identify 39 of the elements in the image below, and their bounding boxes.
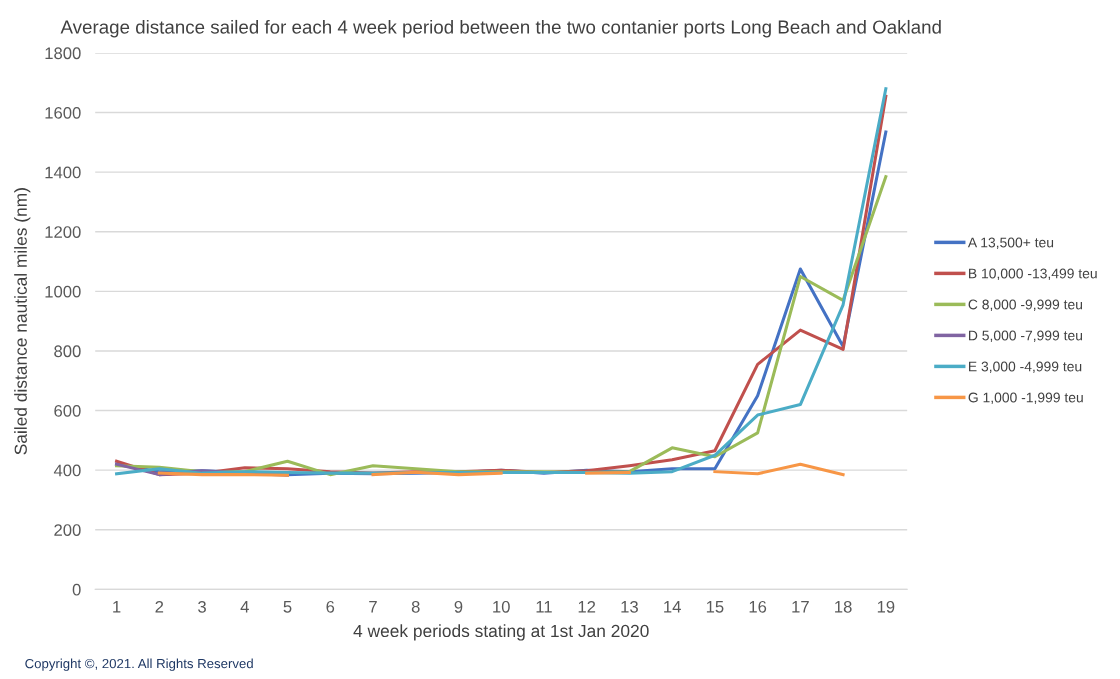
x-tick-label: 14 — [664, 601, 681, 613]
x-tick-label: 6 — [326, 600, 335, 613]
legend-label: G 1,000 -1,999 teu — [968, 392, 1083, 405]
y-tick-label: 200 — [54, 524, 81, 536]
x-tick-label: 16 — [749, 600, 767, 613]
y-tick-label: 1800 — [45, 47, 81, 60]
y-tick-label: 1200 — [45, 226, 81, 238]
y-tick-label: 1400 — [45, 166, 81, 179]
legend-label: C 8,000 -9,999 teu — [968, 299, 1083, 312]
x-tick-label: 11 — [536, 601, 552, 613]
x-tick-label: 1 — [113, 601, 121, 613]
y-tick-label: 1600 — [45, 106, 81, 119]
legend-label: B 10,000 -13,499 teu — [969, 268, 1097, 281]
x-tick-label: 13 — [621, 600, 638, 613]
x-tick-label: 5 — [283, 601, 292, 613]
x-tick-label: 3 — [198, 600, 206, 613]
x-tick-label: 15 — [706, 601, 724, 613]
x-tick-label: 2 — [155, 600, 164, 613]
x-tick-label: 10 — [493, 600, 510, 613]
legend-label: A 13,500+ teu — [967, 237, 1054, 250]
y-tick-label: 0 — [72, 583, 81, 596]
text: Copyright ©, 2021. All Rights Reserved — [25, 658, 253, 671]
x-tick-label: 18 — [835, 600, 852, 613]
y-tick-label: 800 — [54, 345, 81, 358]
x-tick-label: 9 — [454, 600, 463, 613]
x-tick-label: 19 — [877, 600, 895, 613]
x-tick-label: 7 — [369, 601, 377, 613]
x-tick-label: 12 — [578, 600, 596, 613]
x-tick-label: 4 — [240, 601, 249, 613]
y-tick-label: 600 — [54, 404, 81, 417]
y-tick-label: 400 — [53, 464, 81, 477]
x-tick-label: 17 — [792, 601, 809, 613]
y-axis-title: Sailed distance nautical miles (nm) — [14, 188, 31, 455]
chart-title: Average distance sailed for each 4 week period between the two contanier ports Long Beach and Oakland — [60, 19, 941, 38]
y-tick-label: 1000 — [45, 285, 81, 298]
legend-label: D 5,000 -7,999 teu — [969, 330, 1083, 343]
legend-label: E 3,000 -4,999 teu — [969, 361, 1082, 374]
x-axis-title: 4 week periods stating at 1st Jan 2020 — [353, 624, 649, 641]
x-tick-label: 8 — [411, 600, 420, 613]
